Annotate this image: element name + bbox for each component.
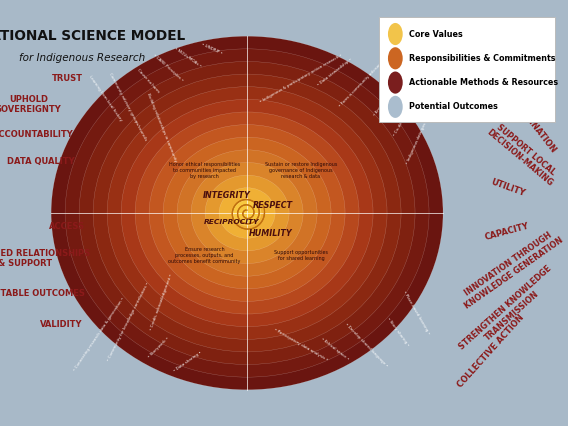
Text: • Engage local researchers •: • Engage local researchers • bbox=[373, 66, 411, 117]
Text: • Story sharing •: • Story sharing • bbox=[386, 317, 410, 348]
Text: • Co-design research goals •: • Co-design research goals • bbox=[392, 84, 425, 137]
Ellipse shape bbox=[205, 175, 289, 251]
Text: • Data sharing •: • Data sharing • bbox=[173, 351, 202, 373]
Text: • Credit, acknowledgement •: • Credit, acknowledgement • bbox=[150, 273, 174, 331]
Text: for Indigenous Research: for Indigenous Research bbox=[19, 52, 145, 63]
Ellipse shape bbox=[233, 200, 261, 226]
Text: ACCOUNTABILITY: ACCOUNTABILITY bbox=[0, 130, 73, 139]
Text: TRUST: TRUST bbox=[52, 74, 82, 83]
Text: INNOVATION THROUGH
KNOWLEDGE GENERATION: INNOVATION THROUGH KNOWLEDGE GENERATION bbox=[457, 227, 565, 310]
Text: INTEGRITY: INTEGRITY bbox=[203, 190, 251, 200]
Ellipse shape bbox=[388, 72, 403, 94]
Text: • UNDRIP •: • UNDRIP • bbox=[201, 42, 223, 56]
Text: EQUITABLE OUTCOMES: EQUITABLE OUTCOMES bbox=[0, 289, 85, 299]
Text: RESPECT: RESPECT bbox=[253, 201, 293, 210]
Text: UPHOLD
SOVEREIGNTY: UPHOLD SOVEREIGNTY bbox=[0, 95, 61, 114]
Ellipse shape bbox=[149, 124, 345, 302]
Text: Cause no harm: Cause no harm bbox=[136, 68, 160, 94]
Ellipse shape bbox=[135, 112, 359, 314]
Text: RELATIONAL SCIENCE MODEL: RELATIONAL SCIENCE MODEL bbox=[0, 29, 185, 43]
Ellipse shape bbox=[79, 61, 415, 365]
Text: CAPACITY: CAPACITY bbox=[484, 222, 531, 242]
Text: STRENGTHEN KNOWLEDGE
TRANSMISSION: STRENGTHEN KNOWLEDGE TRANSMISSION bbox=[457, 264, 560, 360]
Ellipse shape bbox=[163, 137, 331, 289]
Text: • Community for knowledge contributors •: • Community for knowledge contributors • bbox=[106, 282, 149, 362]
Text: RECIPROCITY: RECIPROCITY bbox=[203, 219, 259, 225]
Text: Responsibilities & Commitments: Responsibilities & Commitments bbox=[409, 54, 556, 63]
Ellipse shape bbox=[388, 47, 403, 69]
Text: • Ethical space •: • Ethical space • bbox=[320, 337, 350, 362]
Text: Support opportunities
for shared learning: Support opportunities for shared learnin… bbox=[274, 250, 328, 261]
Ellipse shape bbox=[219, 188, 275, 238]
Ellipse shape bbox=[177, 150, 317, 276]
Text: RELEVANCE: RELEVANCE bbox=[474, 52, 515, 101]
Ellipse shape bbox=[93, 74, 401, 352]
Text: • Connecting research data & generation •: • Connecting research data & generation … bbox=[73, 297, 126, 372]
Text: • Indigenous & participatory action research •: • Indigenous & participatory action rese… bbox=[259, 53, 343, 104]
Text: SUPPORT LOCAL
DECISION-MAKING: SUPPORT LOCAL DECISION-MAKING bbox=[485, 119, 561, 187]
Ellipse shape bbox=[51, 36, 443, 390]
Ellipse shape bbox=[107, 87, 387, 339]
Text: • Form a community advisory group •: • Form a community advisory group • bbox=[338, 49, 395, 108]
Text: • Place-based learning •: • Place-based learning • bbox=[402, 291, 431, 336]
Text: • Indigenous data governance •: • Indigenous data governance • bbox=[405, 104, 436, 165]
Text: Sustain or restore Indigenous
governance of Indigenous
research & data: Sustain or restore Indigenous governance… bbox=[265, 162, 337, 179]
Text: SUSTAINED RELATIONSHIPS
& SUPPORT: SUSTAINED RELATIONSHIPS & SUPPORT bbox=[0, 249, 91, 268]
Text: Actionable Methods & Resources: Actionable Methods & Resources bbox=[409, 78, 558, 87]
Ellipse shape bbox=[388, 96, 403, 118]
Text: Potential Outcomes: Potential Outcomes bbox=[409, 102, 498, 111]
Text: • CARE Principles •: • CARE Principles • bbox=[152, 54, 183, 83]
Text: • Data stewardship •: • Data stewardship • bbox=[317, 58, 353, 87]
FancyBboxPatch shape bbox=[379, 17, 554, 121]
Text: Building relationships in community: Building relationships in community bbox=[146, 93, 178, 163]
Text: Community advisory groups/councils: Community advisory groups/councils bbox=[108, 72, 148, 141]
Text: Core Values: Core Values bbox=[409, 29, 463, 38]
Text: • MOUs/MOAs •: • MOUs/MOAs • bbox=[173, 47, 202, 68]
Text: • Develop shared language •: • Develop shared language • bbox=[344, 322, 389, 368]
Text: • Storywork •: • Storywork • bbox=[148, 336, 170, 359]
Text: ACCESS: ACCESS bbox=[49, 222, 85, 231]
Text: DATA QUALITY: DATA QUALITY bbox=[7, 156, 75, 166]
Text: COLLECTIVE ACTION: COLLECTIVE ACTION bbox=[456, 313, 527, 390]
Ellipse shape bbox=[65, 49, 429, 377]
Ellipse shape bbox=[191, 162, 303, 264]
Text: UTILITY: UTILITY bbox=[490, 177, 527, 198]
Text: Learning from local history: Learning from local history bbox=[87, 74, 123, 122]
Text: Ensure research
processes, outputs, and
outcomes benefit community: Ensure research processes, outputs, and … bbox=[168, 247, 241, 264]
Text: VALIDITY: VALIDITY bbox=[40, 320, 82, 329]
Text: • Participatory data analysis •: • Participatory data analysis • bbox=[273, 328, 329, 362]
Text: HUMILITY: HUMILITY bbox=[249, 229, 293, 238]
Ellipse shape bbox=[388, 23, 403, 45]
Ellipse shape bbox=[121, 99, 373, 327]
Text: SELF-DETERMINATION: SELF-DETERMINATION bbox=[487, 67, 558, 154]
Text: Honor ethical responsibilities
to communities impacted
by research: Honor ethical responsibilities to commun… bbox=[169, 162, 240, 179]
